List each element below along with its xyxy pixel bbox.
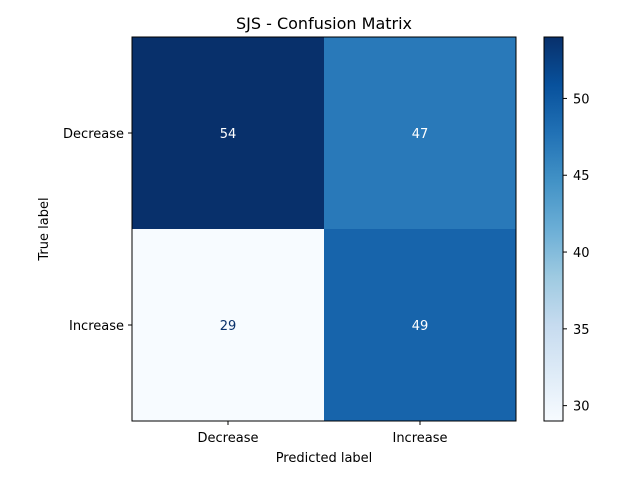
matrix-cells: 54 47 29 49 <box>132 37 516 421</box>
matrix-cell <box>324 229 516 421</box>
chart-title: SJS - Confusion Matrix <box>236 14 412 33</box>
matrix-cell <box>132 229 324 421</box>
x-axis-label: Predicted label <box>276 451 373 466</box>
x-axis-ticks: Decrease Increase <box>198 421 448 446</box>
colorbar-tick-label: 45 <box>573 169 590 184</box>
y-tick-label: Decrease <box>63 127 124 142</box>
colorbar <box>543 36 564 422</box>
colorbar-ticks: 30 35 40 45 50 <box>563 92 590 415</box>
cell-value-label: 29 <box>220 319 237 334</box>
y-tick-label: Increase <box>69 319 124 334</box>
matrix-cell <box>132 37 324 229</box>
colorbar-tick-label: 30 <box>573 400 590 415</box>
x-tick-label: Increase <box>392 431 447 446</box>
cell-value-label: 54 <box>220 127 237 142</box>
colorbar-tick-label: 35 <box>573 323 590 338</box>
plot-frame <box>131 36 517 422</box>
colorbar-tick-label: 40 <box>573 246 590 261</box>
matrix-cell <box>324 37 516 229</box>
cell-value-label: 47 <box>412 127 429 142</box>
y-axis-ticks: Decrease Increase <box>63 127 132 334</box>
y-axis-label: True label <box>37 197 52 261</box>
colorbar-tick-label: 50 <box>573 92 590 107</box>
x-tick-label: Decrease <box>198 431 259 446</box>
cell-value-label: 49 <box>412 319 429 334</box>
